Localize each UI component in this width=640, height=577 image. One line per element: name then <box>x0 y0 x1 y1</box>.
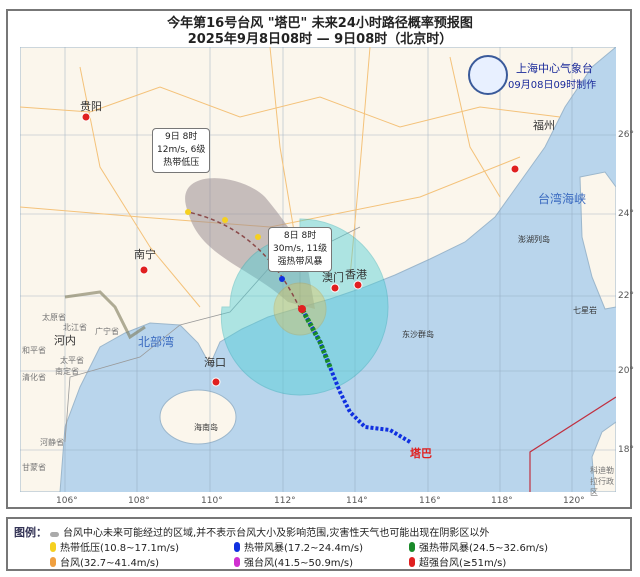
typhoon-symbol-icon <box>234 557 240 567</box>
typhoon-name-label: 塔巴 <box>410 447 432 460</box>
lon-tick: 110° <box>201 496 223 506</box>
lon-tick: 120° <box>563 496 585 506</box>
lon-tick: 108° <box>128 496 150 506</box>
callout-wind: 12m/s, 6级 <box>157 145 206 155</box>
place-label: 北江省 <box>63 323 87 332</box>
agency-logo <box>468 55 508 95</box>
place-label: 南定省 <box>55 367 79 376</box>
place-label: 澎湖列岛 <box>518 235 550 244</box>
place-label: 科迪勒拉行政区 <box>590 466 614 497</box>
agency-name: 上海中心气象台 <box>516 62 593 75</box>
typhoon-symbol-icon <box>409 542 415 552</box>
legend-cone-note: 台风中心未来可能经过的区域,并不表示台风大小及影响范围,灾害性天气也可能出现在阴… <box>63 528 490 539</box>
lat-tick: 26° <box>618 130 634 140</box>
current-position <box>298 305 306 313</box>
legend-title: 图例： <box>14 526 47 539</box>
lon-tick: 106° <box>56 496 78 506</box>
current-callout: 8日 8时 30m/s, 11级 强热带风暴 <box>268 227 333 272</box>
place-label: 广宁省 <box>95 327 119 336</box>
sea-label: 台湾海峡 <box>538 192 587 206</box>
lat-tick: 24° <box>618 209 634 219</box>
forecast-point <box>222 217 228 223</box>
place-label: 海南岛 <box>194 423 218 432</box>
map-frame <box>6 9 632 509</box>
city-markers <box>81 112 520 387</box>
lat-tick: 20° <box>618 366 634 376</box>
past-track-strong <box>299 307 333 368</box>
luzon-island <box>591 421 616 492</box>
callout-category: 热带低压 <box>163 158 200 168</box>
issue-time: 09月08日09时制作 <box>508 80 597 91</box>
city-label: 福州 <box>533 119 555 132</box>
city-label: 香港 <box>345 268 367 281</box>
lon-tick: 116° <box>419 496 441 506</box>
sea-label: 北部湾 <box>138 335 175 349</box>
forecast-point <box>255 234 261 240</box>
boundary-line <box>529 396 616 492</box>
typhoon-symbol-icon <box>50 542 56 552</box>
national-border <box>64 290 146 340</box>
cone-icon <box>50 532 59 537</box>
place-label: 甘蒙省 <box>22 463 46 472</box>
typhoon-symbol-icon <box>50 557 56 567</box>
legend-item: 热带低压(10.8~17.1m/s) <box>60 543 180 554</box>
legend-item: 热带风暴(17.2~24.4m/s) <box>244 543 364 554</box>
place-label: 太平省 <box>60 356 84 365</box>
hainan-island <box>159 389 237 445</box>
city-label: 南宁 <box>134 248 156 261</box>
forecast-callout: 9日 8时 12m/s, 6级 热带低压 <box>152 128 211 173</box>
lon-tick: 112° <box>274 496 296 506</box>
map-title: 今年第16号台风 "塔巴" 未来24小时路径概率预报图 <box>167 16 473 31</box>
legend-item: 超强台风(≥51m/s) <box>419 558 507 569</box>
legend-item: 台风(32.7~41.4m/s) <box>60 558 160 569</box>
forecast-point <box>279 276 285 282</box>
city-label: 河内 <box>54 334 76 347</box>
lon-tick: 114° <box>346 496 368 506</box>
forecast-point <box>185 209 191 215</box>
place-label: 七星岩 <box>573 306 597 315</box>
lat-tick: 22° <box>618 291 634 301</box>
callout-time: 8日 8时 <box>283 231 317 241</box>
place-label: 太原省 <box>42 313 66 322</box>
legend-item: 强热带风暴(24.5~32.6m/s) <box>419 543 549 554</box>
legend-item: 强台风(41.5~50.9m/s) <box>244 558 354 569</box>
callout-category: 强热带风暴 <box>277 257 323 267</box>
typhoon-symbol-icon <box>409 557 415 567</box>
city-label: 澳门 <box>322 271 344 284</box>
typhoon-symbol-icon <box>234 542 240 552</box>
place-label: 清化省 <box>22 373 46 382</box>
map-subtitle: 2025年9月8日08时 — 9日08时（北京时） <box>187 32 453 47</box>
callout-wind: 30m/s, 11级 <box>273 244 328 254</box>
callout-time: 9日 8时 <box>165 132 198 142</box>
forecast-track <box>187 211 301 310</box>
city-label: 贵阳 <box>80 100 102 113</box>
city-label: 海口 <box>204 356 226 369</box>
lon-tick: 118° <box>491 496 513 506</box>
taiwan-island <box>579 171 616 310</box>
place-label: 河静省 <box>40 438 64 447</box>
place-label: 和平省 <box>22 346 46 355</box>
legend: 图例： 台风中心未来可能经过的区域,并不表示台风大小及影响范围,灾害性天气也可能… <box>6 517 632 571</box>
place-label: 东沙群岛 <box>402 330 434 339</box>
lat-tick: 18° <box>618 445 634 455</box>
